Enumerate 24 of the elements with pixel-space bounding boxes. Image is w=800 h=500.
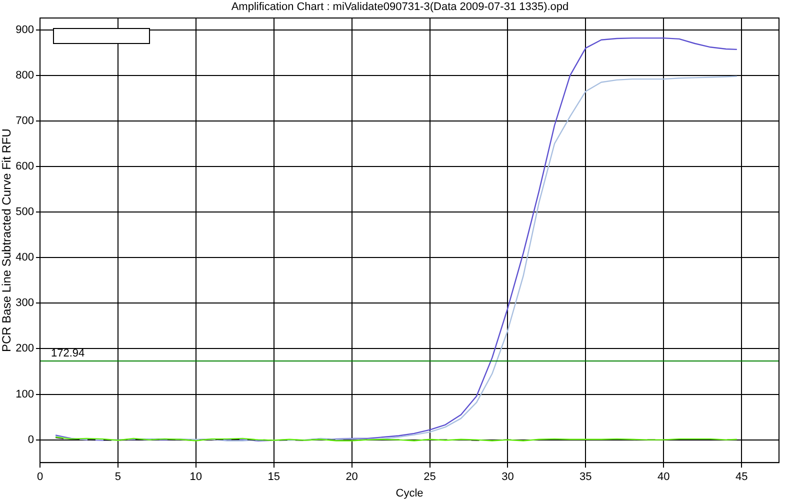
x-tick-label: 40 — [658, 471, 670, 484]
ref-line-label: 172.94 — [51, 348, 85, 360]
y-tick-label: 600 — [16, 160, 34, 173]
x-axis-title: Cycle — [396, 487, 424, 500]
y-tick-label: 800 — [16, 69, 34, 82]
y-tick-label: 700 — [16, 114, 34, 127]
y-tick-label: 500 — [16, 206, 34, 218]
x-tick-label: 5 — [114, 471, 122, 484]
y-tick-label: 100 — [16, 388, 34, 400]
x-tick-label: 15 — [268, 471, 280, 484]
y-tick-label: 300 — [16, 297, 34, 310]
y-tick-label: 0 — [28, 434, 34, 446]
chart-title: Amplification Chart : miValidate090731-3(Data 2009-07-31 1335).opd — [230, 1, 570, 13]
x-tick-label: 25 — [424, 471, 436, 484]
x-tick-label: 35 — [580, 471, 592, 484]
x-tick-label: 45 — [735, 471, 748, 484]
x-tick-label: 10 — [190, 471, 202, 484]
x-tick-label: 30 — [502, 471, 514, 484]
y-tick-label: 200 — [16, 342, 34, 355]
x-tick-label: 20 — [346, 471, 358, 484]
y-axis-title: PCR Base Line Subtracted Curve Fit RFU — [0, 128, 14, 352]
y-tick-label: 900 — [16, 24, 34, 36]
x-tick-label: 0 — [36, 471, 44, 484]
y-tick-label: 400 — [16, 252, 34, 264]
